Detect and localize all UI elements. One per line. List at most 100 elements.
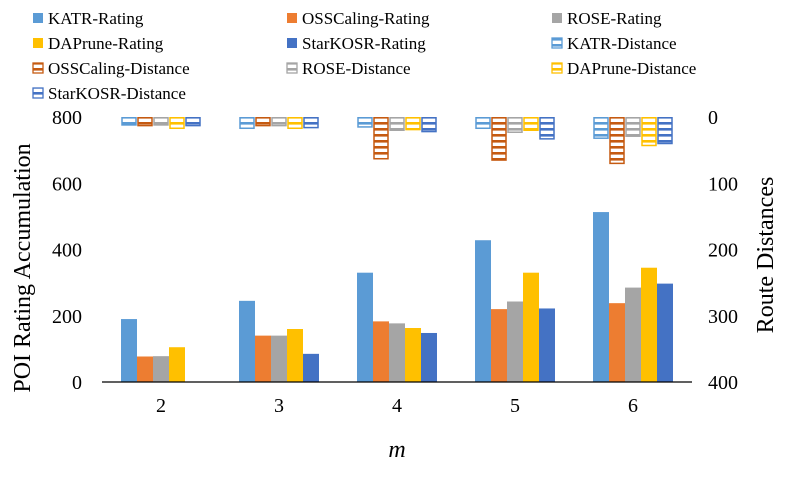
legend-swatch [287, 13, 297, 23]
bar-daprune-rating-4 [405, 328, 421, 382]
bar-katr-rating-2 [121, 319, 137, 382]
bar-katr-distance-3 [239, 117, 255, 130]
bar-daprune-distance-5 [523, 117, 539, 131]
legend-swatch [552, 13, 562, 23]
bar-osscaling-rating-2 [137, 356, 153, 382]
bar-starkosr-distance-5 [539, 117, 555, 140]
bar-osscaling-rating-5 [491, 309, 507, 382]
bar-rose-distance-5 [507, 117, 523, 133]
legend-label: KATR-Rating [48, 9, 144, 28]
bar-osscaling-distance-4 [373, 117, 389, 160]
bar-starkosr-rating-3 [303, 353, 319, 382]
bar-katr-rating-6 [593, 212, 609, 382]
legend-label: KATR-Distance [567, 34, 677, 53]
legend-item-daprune-distance: DAPrune-Distance [551, 59, 696, 78]
bar-daprune-distance-6 [641, 117, 657, 147]
left-y-tick-label: 0 [72, 372, 82, 394]
bar-daprune-distance-4 [405, 117, 421, 131]
bar-osscaling-rating-4 [373, 321, 389, 382]
bar-osscaling-distance-2 [137, 117, 153, 127]
bar-starkosr-distance-6 [657, 117, 673, 145]
legend-item-starkosr-rating: StarKOSR-Rating [287, 34, 426, 53]
bar-katr-distance-5 [475, 117, 491, 130]
bar-rose-distance-6 [625, 117, 641, 137]
legend: KATR-Rating OSSCaling-Rating ROSE-Rating DA… [32, 9, 696, 103]
legend-swatch [32, 87, 44, 99]
right-y-tick-label: 0 [708, 107, 718, 129]
bar-katr-rating-5 [475, 240, 491, 382]
bar-osscaling-distance-3 [255, 117, 271, 127]
bar-katr-distance-4 [357, 117, 373, 128]
bar-katr-distance-6 [593, 117, 609, 139]
bar-starkosr-rating-5 [539, 308, 555, 382]
legend-label: OSSCaling-Rating [302, 9, 430, 28]
legend-label: DAPrune-Rating [48, 34, 164, 53]
bar-daprune-rating-3 [287, 329, 303, 382]
legend-label: DAPrune-Distance [567, 59, 696, 78]
bar-osscaling-distance-6 [609, 117, 625, 165]
right-y-tick-label: 400 [708, 372, 738, 394]
left-y-tick-label: 400 [52, 240, 82, 262]
bar-daprune-rating-6 [641, 267, 657, 382]
legend-label: StarKOSR-Distance [48, 84, 186, 103]
left-y-tick-label: 600 [52, 173, 82, 195]
bar-rose-rating-2 [153, 356, 169, 382]
legend-item-rose-rating: ROSE-Rating [552, 9, 662, 28]
bar-katr-distance-2 [121, 117, 137, 126]
rating-bars [121, 212, 673, 382]
bar-katr-rating-4 [357, 272, 373, 382]
bar-osscaling-distance-5 [491, 117, 507, 161]
bar-rose-distance-2 [153, 117, 169, 126]
bar-daprune-rating-5 [523, 272, 539, 382]
bar-katr-rating-3 [239, 300, 255, 382]
legend-item-daprune-rating: DAPrune-Rating [33, 34, 164, 53]
left-y-axis-ticks: 0 200 400 600 800 [52, 107, 82, 394]
legend-item-rose-distance: ROSE-Distance [286, 59, 411, 78]
legend-swatch [551, 37, 563, 49]
bar-rose-distance-3 [271, 117, 287, 127]
legend-swatch [286, 62, 298, 74]
bar-daprune-distance-3 [287, 117, 303, 130]
bar-daprune-distance-2 [169, 117, 185, 130]
x-tick-label: 3 [274, 395, 284, 417]
legend-swatch [287, 38, 297, 48]
left-y-tick-label: 800 [52, 107, 82, 129]
legend-swatch [33, 13, 43, 23]
distance-bars [121, 117, 673, 165]
right-y-tick-label: 300 [708, 306, 738, 328]
bar-rose-rating-4 [389, 323, 405, 382]
left-y-axis-title: POI Rating Accumulation [10, 143, 36, 392]
bar-rose-rating-3 [271, 335, 287, 382]
bar-starkosr-rating-6 [657, 283, 673, 382]
bar-starkosr-distance-2 [185, 117, 201, 127]
legend-item-osscaling-distance: OSSCaling-Distance [32, 59, 190, 78]
bar-osscaling-rating-3 [255, 335, 271, 382]
legend-swatch [33, 38, 43, 48]
bar-starkosr-rating-4 [421, 332, 437, 382]
legend-item-starkosr-distance: StarKOSR-Distance [32, 84, 186, 103]
legend-label: OSSCaling-Distance [48, 59, 190, 78]
bar-rose-rating-5 [507, 301, 523, 382]
left-y-tick-label: 200 [52, 306, 82, 328]
right-y-axis-ticks: 0 100 200 300 400 [708, 107, 738, 394]
legend-item-osscaling-rating: OSSCaling-Rating [287, 9, 430, 28]
legend-label: StarKOSR-Rating [302, 34, 426, 53]
right-y-tick-label: 100 [708, 173, 738, 195]
x-tick-label: 4 [392, 395, 402, 417]
legend-item-katr-rating: KATR-Rating [33, 9, 144, 28]
x-axis-ticks: 2 3 4 5 6 [156, 395, 638, 417]
x-tick-label: 6 [628, 395, 638, 417]
bar-osscaling-rating-6 [609, 303, 625, 382]
legend-swatch [32, 62, 44, 74]
x-tick-label: 2 [156, 395, 166, 417]
legend-label: ROSE-Distance [302, 59, 411, 78]
bar-daprune-rating-2 [169, 347, 185, 382]
bar-starkosr-distance-4 [421, 117, 437, 133]
x-axis-title: m [388, 437, 405, 463]
x-tick-label: 5 [510, 395, 520, 417]
right-y-axis-title: Route Distances [753, 177, 779, 334]
bar-rose-rating-6 [625, 287, 641, 382]
legend-swatch [551, 62, 563, 74]
bar-rose-distance-4 [389, 117, 405, 131]
